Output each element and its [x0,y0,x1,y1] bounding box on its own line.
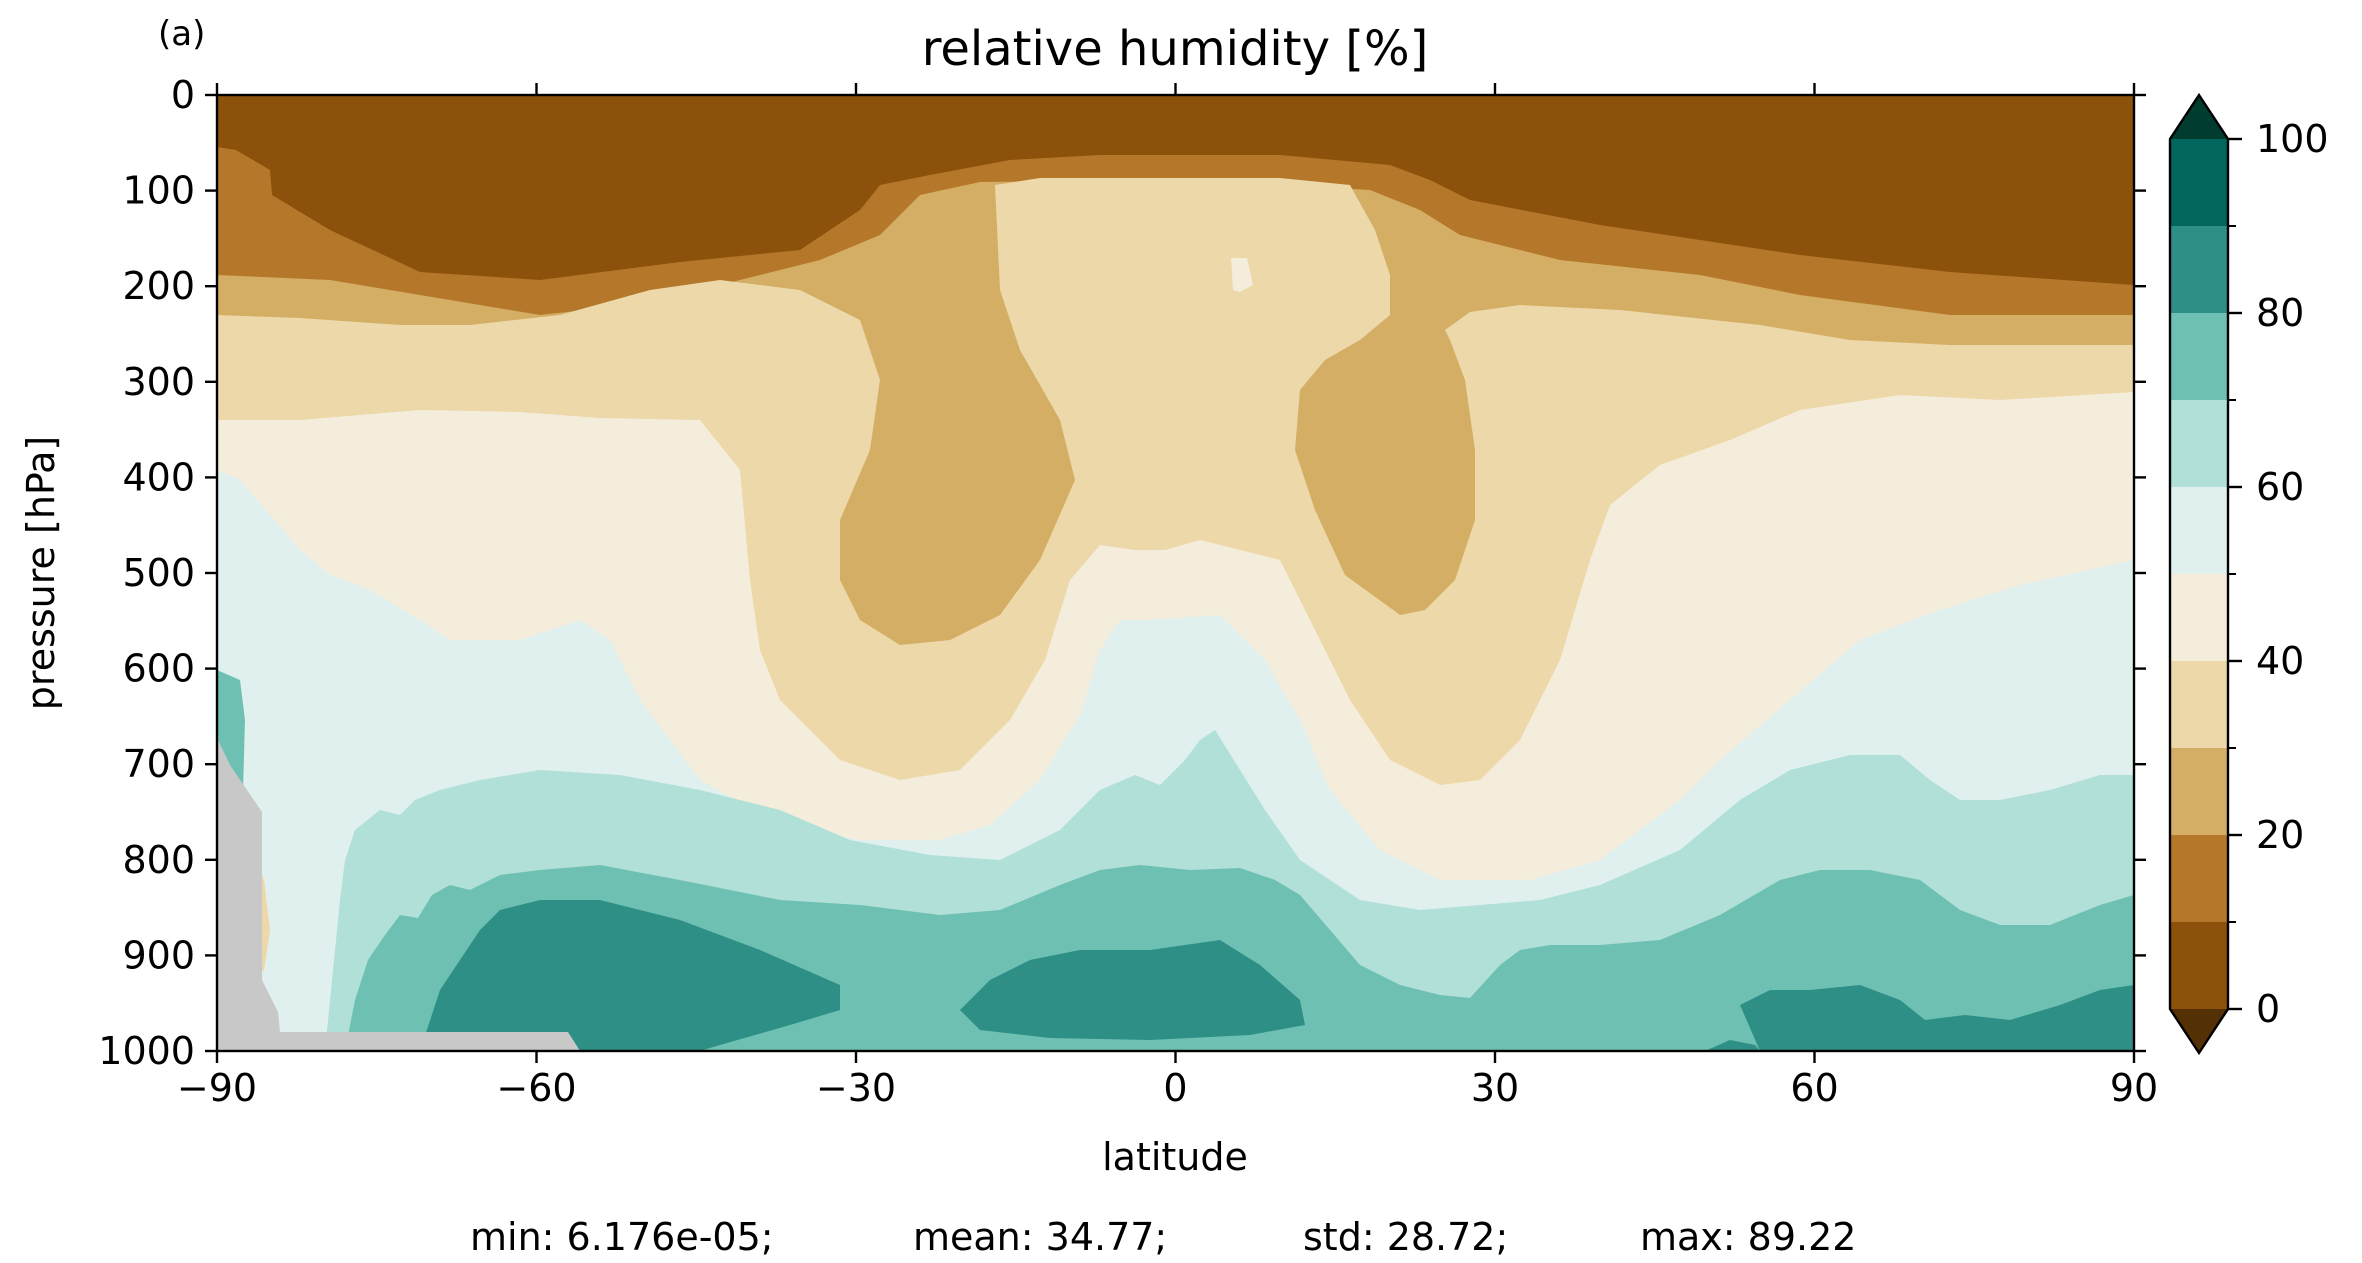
colorbar-over-extension [2170,95,2228,139]
x-axis: −90 −60 −30 0 30 60 90 [177,83,2158,1110]
colorbar-tick-label: 60 [2256,465,2304,509]
x-tick-label: 60 [1790,1066,1838,1110]
y-tick-label: 200 [122,264,195,308]
stat-min: min: 6.176e-05; [470,1215,774,1259]
colorbar-segment [2170,139,2228,226]
x-axis-label: latitude [1102,1135,1248,1179]
panel-label: (a) [158,14,205,54]
contour-plot [217,95,2134,1051]
y-axis-label: pressure [hPa] [19,436,63,710]
colorbar-segment [2170,487,2228,574]
x-tick-label: −60 [496,1066,576,1110]
contour-band-80-90-tropics [960,940,1305,1040]
y-tick-label: 100 [122,169,195,213]
colorbar-segment [2170,574,2228,661]
y-tick-label: 800 [122,838,195,882]
contour-band-80-90-north [1740,985,2134,1051]
colorbar-tick-label: 0 [2256,987,2280,1031]
contour-band-40-50-island [1231,258,1253,292]
stat-std: std: 28.72; [1303,1215,1508,1259]
contour-band-80-90-north-small [1705,1040,1760,1051]
x-tick-label: 30 [1471,1066,1519,1110]
x-tick-label: 0 [1163,1066,1187,1110]
y-tick-label: 300 [122,360,195,404]
colorbar-segment [2170,922,2228,1009]
colorbar-tick-label: 20 [2256,813,2304,857]
colorbar-tick-label: 40 [2256,639,2304,683]
colorbar-under-extension [2170,1009,2228,1053]
colorbar: 0 20 40 60 80 100 [2168,92,2329,1056]
colorbar-segment [2170,835,2228,922]
y-tick-label: 500 [122,551,195,595]
colorbar-segment [2170,661,2228,748]
chart-title: relative humidity [%] [922,21,1429,77]
x-tick-label: −30 [816,1066,896,1110]
colorbar-segment [2170,400,2228,487]
y-axis: 0 100 200 300 400 500 600 700 800 900 1000 [98,73,2146,1073]
stat-mean: mean: 34.77; [913,1215,1167,1259]
stat-max: max: 89.22 [1640,1215,1856,1259]
x-tick-label: −90 [177,1066,257,1110]
missing-data-region [217,738,580,1051]
colorbar-segment [2170,313,2228,400]
contour-band-80-90-south [420,900,840,1051]
colorbar-tick-label: 100 [2256,117,2329,161]
x-tick-label: 90 [2110,1066,2158,1110]
y-tick-label: 900 [122,933,195,977]
y-tick-label: 0 [171,73,195,117]
colorbar-segment [2170,226,2228,313]
y-tick-label: 700 [122,742,195,786]
colorbar-segment [2170,748,2228,835]
y-tick-label: 400 [122,455,195,499]
colorbar-tick-label: 80 [2256,291,2304,335]
y-tick-label: 1000 [98,1029,195,1073]
y-tick-label: 600 [122,647,195,691]
